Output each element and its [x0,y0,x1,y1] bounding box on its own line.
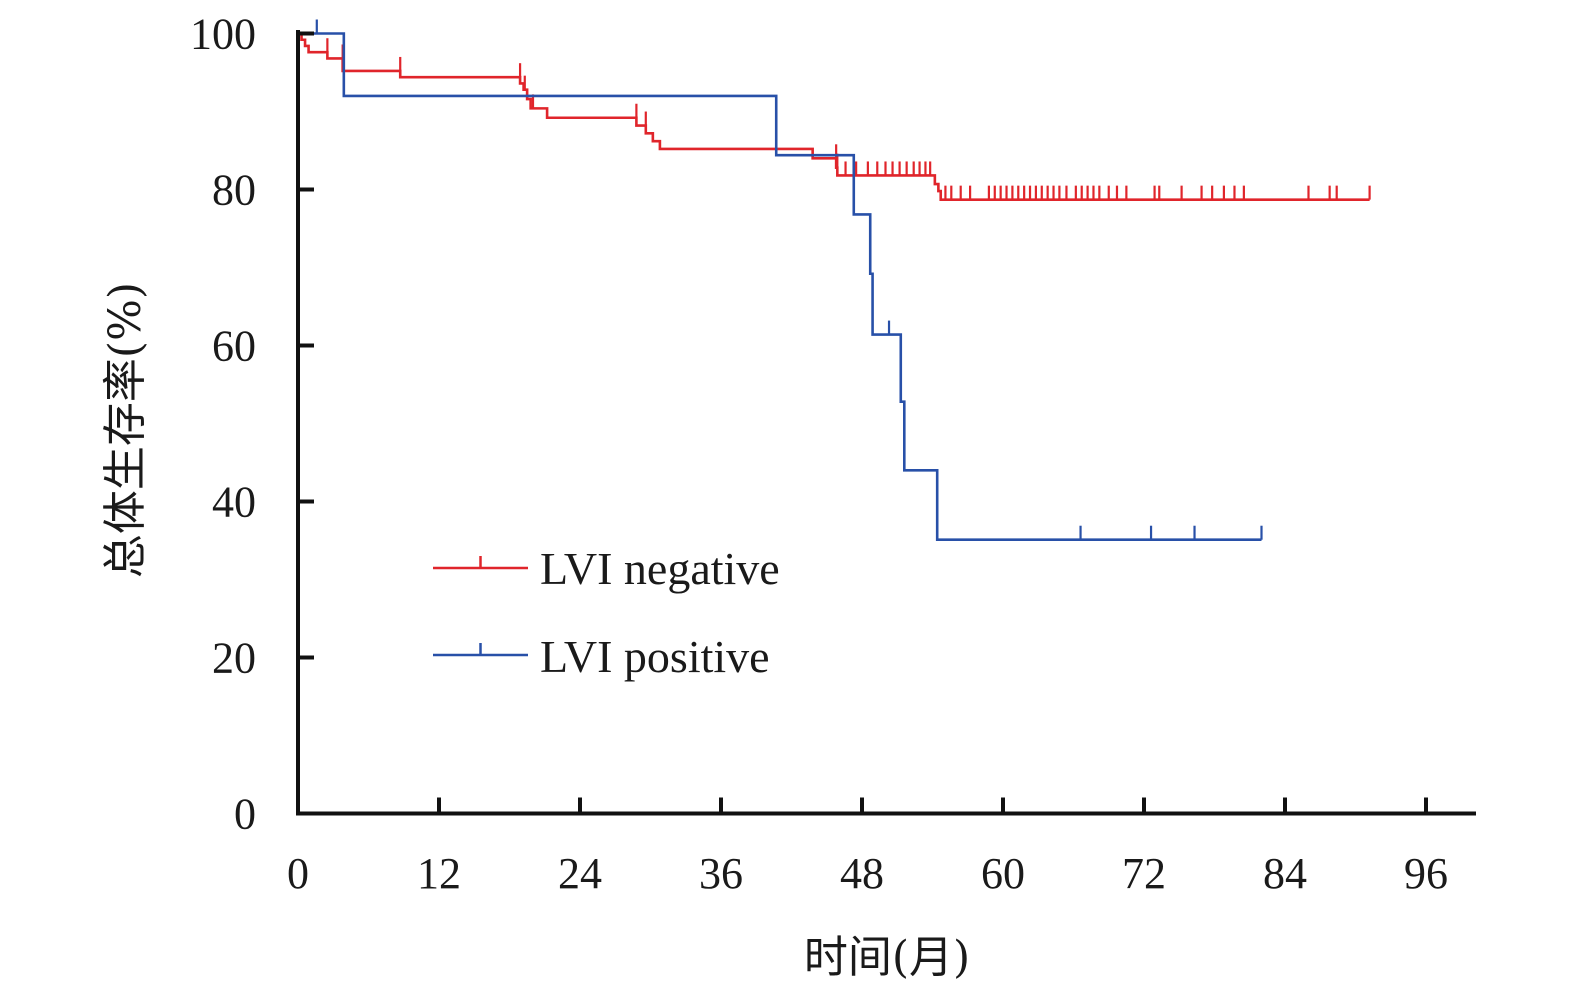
y-tick-label: 40 [212,478,256,527]
y-tick-label: 100 [190,10,256,59]
axes-frame [296,30,1476,816]
axes: 0 12 24 36 48 60 72 84 96 0 20 40 60 80 100 [190,10,1476,898]
series-layer [298,19,1371,542]
x-ticks: 0 12 24 36 48 60 72 84 96 [287,797,1448,898]
x-tick-label: 24 [558,849,602,898]
x-tick-label: 72 [1122,849,1166,898]
y-tick-label: 80 [212,166,256,215]
x-tick-label: 12 [417,849,461,898]
y-tick-label: 0 [234,790,256,839]
y-tick-label: 60 [212,322,256,371]
y-axis-title: 总体生存率(%) [100,282,151,578]
legend-item-lvi-negative: LVI negative [433,543,780,594]
x-tick-label: 48 [840,849,884,898]
legend-label-lvi-negative: LVI negative [540,543,780,594]
x-tick-label: 36 [699,849,743,898]
x-tick-label: 0 [287,849,309,898]
x-tick-label: 84 [1263,849,1307,898]
legend: LVI negative LVI positive [433,543,780,682]
x-tick-label: 60 [981,849,1025,898]
series-line-lvi-positive [298,32,1262,542]
x-axis-title: 时间(月) [804,932,970,983]
y-ticks: 0 20 40 60 80 100 [190,10,314,839]
y-tick-label: 20 [212,634,256,683]
legend-label-lvi-positive: LVI positive [540,631,770,682]
x-tick-label: 96 [1404,849,1448,898]
legend-item-lvi-positive: LVI positive [433,631,770,682]
series-line-lvi-negative [298,32,1370,201]
